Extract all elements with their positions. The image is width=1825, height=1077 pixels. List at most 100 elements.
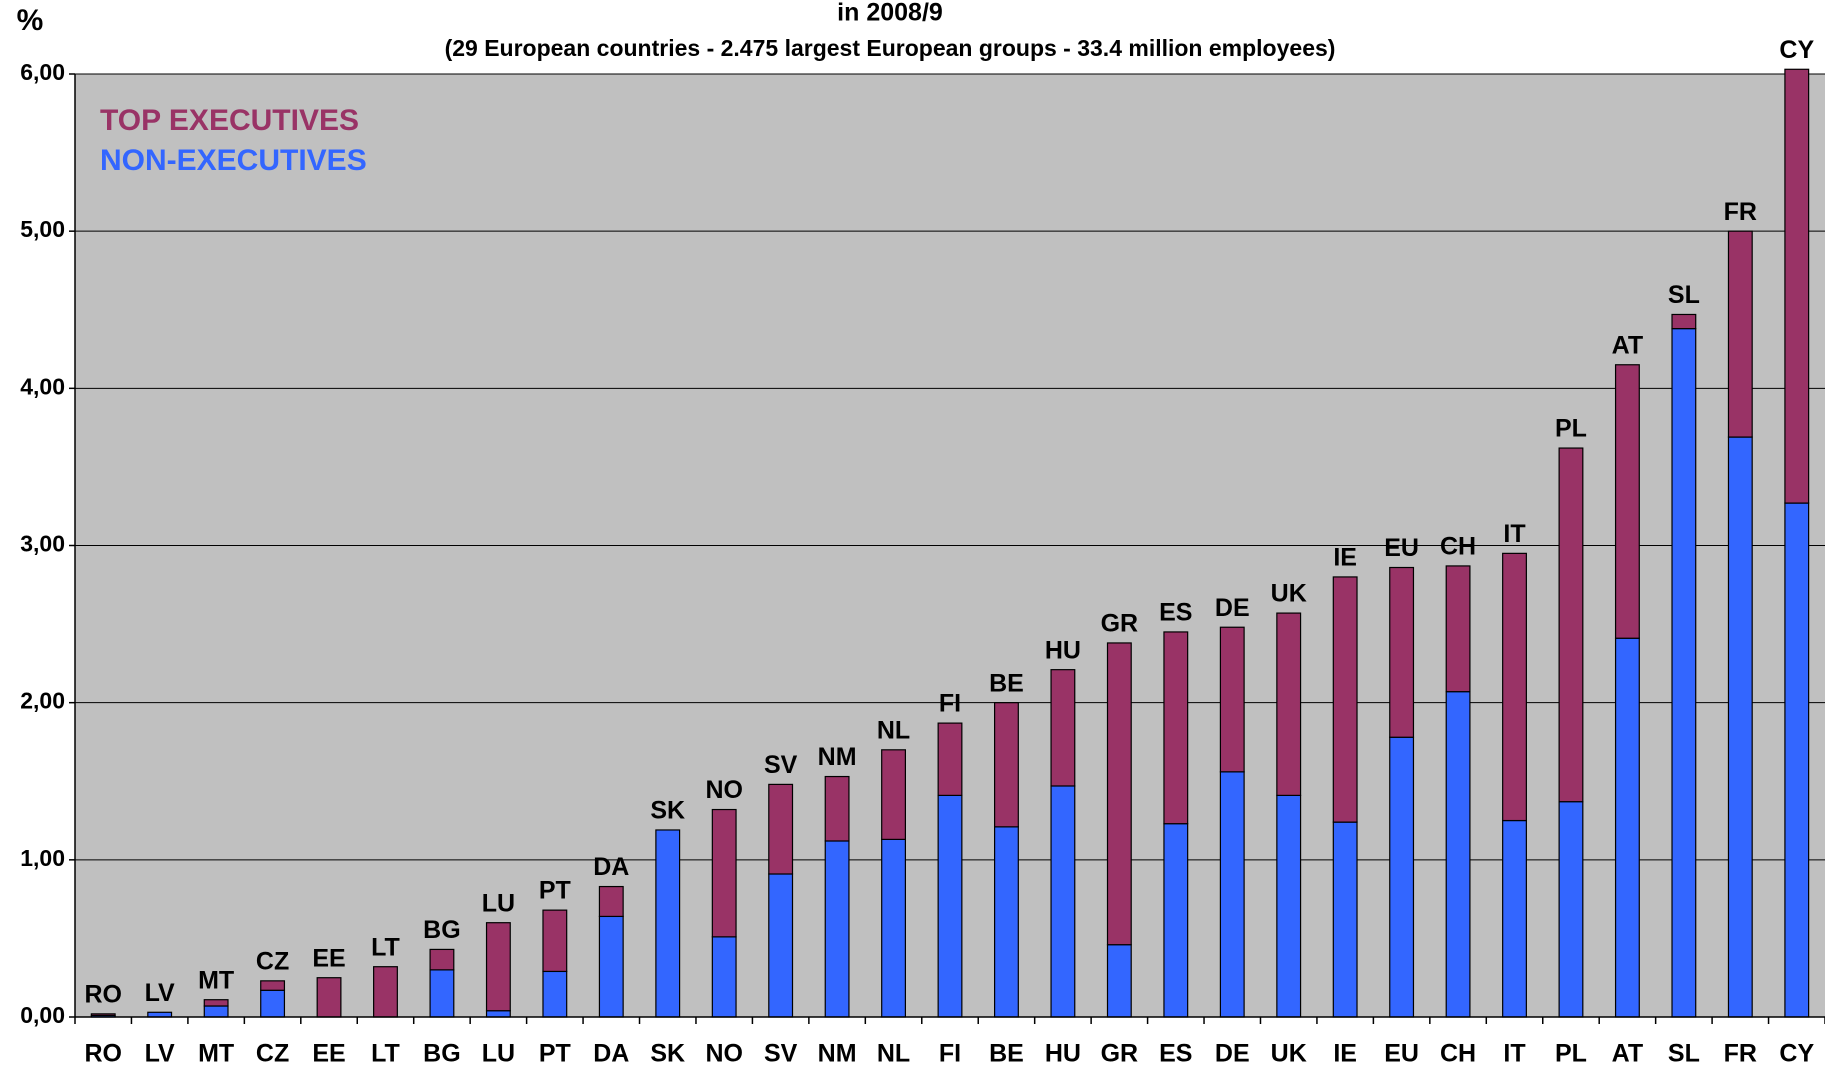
bar-label: SV [764,751,798,779]
bar-segment [1106,642,1132,946]
bar-label: BE [989,669,1024,697]
bar-segment [1784,68,1810,504]
bar-label: LV [145,979,175,1007]
x-tick-label: DA [593,1040,629,1068]
bar-label: AT [1612,331,1643,359]
bar-segment [768,783,794,875]
bar-label: NL [877,716,910,744]
x-tick-label: PT [539,1040,571,1068]
x-tick-label: CZ [256,1040,289,1068]
bar-label: IT [1503,520,1525,548]
bar-label: FR [1724,198,1757,226]
bar-segment [1727,230,1753,438]
bar-label: FI [939,690,961,718]
bar-segment [1558,447,1584,803]
bar-segment [598,915,624,1018]
bar-label: UK [1271,580,1307,608]
bar-label: DA [593,853,629,881]
bar-segment [768,873,794,1018]
bar-segment [542,909,568,973]
bar-segment [993,826,1019,1018]
bar-label: MT [198,966,234,994]
bar-segment [824,775,850,842]
bar-segment [1276,794,1302,1018]
bar-label: CH [1440,533,1476,561]
bar-segment [655,829,681,1018]
x-tick-label: IE [1333,1040,1357,1068]
x-tick-label: SK [650,1040,685,1068]
bar-segment [542,970,568,1018]
bar-segment [203,1005,229,1018]
bar-segment [824,840,850,1018]
bar-label: HU [1045,636,1081,664]
bar-segment [1276,612,1302,796]
y-tick-label: 2,00 [20,688,65,714]
bar-segment [881,838,907,1018]
bar-segment [1445,565,1471,693]
bar-segment [1050,785,1076,1018]
x-tick-label: RO [84,1040,122,1068]
bar-segment [316,977,342,1018]
bar-segment [1106,944,1132,1018]
bar-segment [90,1013,116,1017]
bar-segment [1671,328,1697,1018]
x-tick-label: IT [1503,1040,1525,1068]
bar-segment [203,999,229,1007]
bar-segment [1332,576,1358,823]
x-tick-label: LU [482,1040,515,1068]
bar-segment [1163,631,1189,825]
bar-label: CZ [256,947,289,975]
x-tick-label: CY [1779,1040,1814,1068]
bar-segment [1784,502,1810,1018]
bar-segment [993,702,1019,828]
y-tick-label: 5,00 [20,216,65,242]
x-tick-label: AT [1612,1040,1643,1068]
x-tick-label: PL [1555,1040,1587,1068]
bar-segment [1671,313,1697,330]
x-tick-label: GR [1101,1040,1139,1068]
bar-segment [485,1010,511,1018]
bar-segment [1219,626,1245,773]
bar-label: BG [423,916,461,944]
bar-label: PL [1555,415,1587,443]
bar-label: IE [1333,544,1357,572]
x-tick-label: NM [818,1040,857,1068]
bar-segment [711,808,737,938]
bar-segment [1163,823,1189,1018]
bar-segment [881,749,907,841]
x-tick-label: BG [423,1040,461,1068]
x-tick-label: FI [939,1040,961,1068]
bar-segment [485,922,511,1012]
bar-segment [1445,691,1471,1018]
bar-label: SK [650,797,685,825]
x-tick-label: LV [145,1040,175,1068]
bar-label: GR [1101,610,1139,638]
x-tick-label: SL [1668,1040,1700,1068]
x-tick-label: NL [877,1040,910,1068]
x-tick-label: BE [989,1040,1024,1068]
bar-label: RO [84,980,122,1008]
bar-segment [1558,801,1584,1018]
bar-segment [1389,566,1415,738]
bar-label: LU [482,889,515,917]
x-tick-label: UK [1271,1040,1307,1068]
bar-segment [429,948,455,971]
bar-label: ES [1159,599,1192,627]
chart-subtitle: (29 European countries - 2.475 largest E… [445,35,1336,61]
legend-entry: NON-EXECUTIVES [100,144,367,177]
x-tick-label: MT [198,1040,234,1068]
bar-segment [1389,736,1415,1018]
x-tick-label: EE [312,1040,345,1068]
chart-title: in 2008/9 [837,0,943,27]
bar-segment [1332,821,1358,1018]
x-tick-label: NO [705,1040,743,1068]
bar-label: EE [312,944,345,972]
x-tick-label: EU [1384,1040,1419,1068]
bar-segment [1727,436,1753,1018]
y-tick-label: 1,00 [20,845,65,871]
bar-label: NO [705,776,743,804]
bar-segment [373,966,398,1018]
bar-segment [1050,669,1076,787]
bar-segment [711,936,737,1018]
bar-label: SL [1668,281,1700,309]
